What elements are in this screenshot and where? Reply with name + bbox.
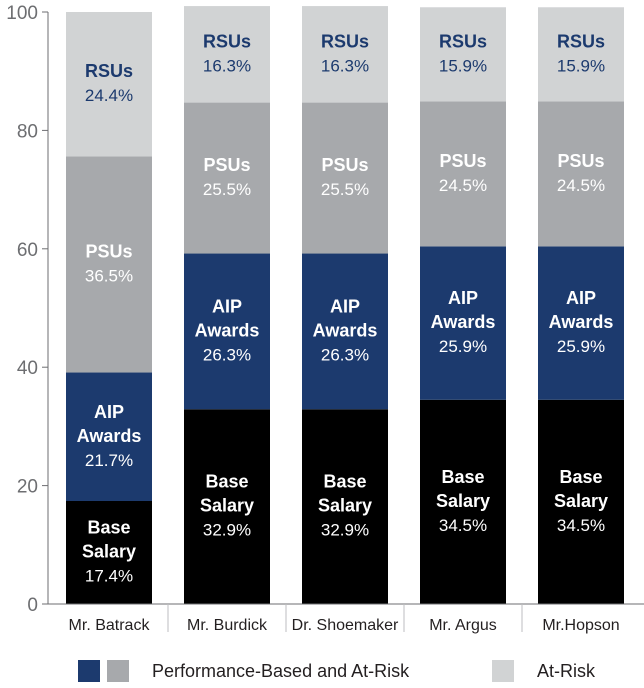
segment-value-label: 32.9% (321, 521, 369, 540)
segment-label: Base (205, 472, 248, 492)
segment-label: Awards (195, 320, 260, 340)
segment-label: RSUs (439, 31, 487, 51)
segment-value-label: 25.9% (439, 337, 487, 356)
segment-label: Salary (554, 491, 608, 511)
legend-label-at-risk: At-Risk (537, 660, 595, 681)
x-axis: Mr. Batrack Mr. Burdick Dr. Shoemaker Mr. A… (48, 603, 644, 634)
segment-label: RSUs (557, 31, 605, 51)
x-tick-label: Mr. Argus (429, 617, 497, 634)
bar-segment-psus (184, 102, 270, 254)
segment-label: Awards (313, 320, 378, 340)
segment-value-label: 17.4% (85, 566, 133, 585)
bar-segment-rsus (184, 6, 270, 103)
segment-label: AIP (330, 296, 360, 316)
segment-label: Base (323, 472, 366, 492)
bar-segment-aip-awards (302, 253, 388, 410)
segment-value-label: 25.5% (203, 180, 251, 199)
bar-segment-aip-awards (538, 246, 624, 400)
segment-label: Salary (200, 496, 254, 516)
y-tick-label: 40 (17, 358, 38, 379)
segment-value-label: 32.9% (203, 521, 251, 540)
segment-label: RSUs (85, 61, 133, 81)
segment-label: RSUs (321, 31, 369, 51)
y-tick-label: 0 (27, 595, 38, 616)
bar-segment-base-salary (420, 399, 506, 604)
segment-label: Awards (431, 312, 496, 332)
segment-value-label: 21.7% (85, 451, 133, 470)
legend-swatch-rsu (492, 660, 514, 682)
legend-item-performance-based: Performance-Based and At-Risk (78, 660, 409, 682)
stacked-bar-chart: 0 20 40 60 80 100 Base Salary 17.4% AIP Awards 21.… (6, 3, 644, 634)
segment-label: Salary (82, 541, 136, 561)
legend-label-performance-based: Performance-Based and At-Risk (152, 660, 410, 681)
segment-label: Salary (436, 491, 490, 511)
segment-value-label: 26.3% (203, 345, 251, 364)
bar-segment-aip-awards (66, 372, 152, 501)
segment-value-label: 34.5% (557, 516, 605, 535)
bar-segment-base-salary (302, 409, 388, 604)
bars: Base Salary 17.4% AIP Awards 21.7% PSUs 36.5% RS… (66, 6, 624, 604)
segment-label: AIP (212, 296, 242, 316)
segment-label: PSUs (85, 241, 132, 261)
legend-swatch-aip (78, 660, 100, 682)
bar-segment-base-salary (538, 399, 624, 604)
segment-label: AIP (94, 402, 124, 422)
y-tick-label: 20 (17, 477, 38, 498)
x-tick-label: Mr. Burdick (187, 617, 268, 634)
bar-segment-aip-awards (184, 253, 270, 410)
segment-label: PSUs (557, 151, 604, 171)
segment-label: Base (441, 467, 484, 487)
segment-value-label: 15.9% (557, 56, 605, 75)
segment-value-label: 24.5% (557, 176, 605, 195)
bar-segment-base-salary (184, 409, 270, 604)
segment-value-label: 15.9% (439, 56, 487, 75)
y-axis: 0 20 40 60 80 100 (6, 3, 49, 616)
legend-swatch-psu (107, 660, 129, 682)
segment-label: Salary (318, 496, 372, 516)
bar-segment-psus (66, 156, 152, 373)
bar-segment-rsus (538, 7, 624, 102)
segment-value-label: 16.3% (321, 56, 369, 75)
x-tick-label: Mr. Batrack (69, 617, 151, 634)
bar-segment-rsus (66, 12, 152, 157)
bar-segment-psus (302, 102, 388, 254)
segment-value-label: 26.3% (321, 345, 369, 364)
segment-label: PSUs (203, 155, 250, 175)
segment-label: AIP (448, 288, 478, 308)
bar-segment-base-salary (66, 500, 152, 604)
bar-segment-psus (538, 101, 624, 247)
segment-label: Awards (549, 312, 614, 332)
y-tick-label: 100 (6, 3, 38, 24)
bar-segment-rsus (420, 7, 506, 102)
segment-label: Awards (77, 426, 142, 446)
y-tick-label: 60 (17, 240, 38, 261)
segment-value-label: 25.9% (557, 337, 605, 356)
segment-label: Base (87, 517, 130, 537)
segment-label: PSUs (439, 151, 486, 171)
segment-value-label: 16.3% (203, 56, 251, 75)
legend: Performance-Based and At-Risk At-Risk (0, 652, 644, 688)
bar-segment-psus (420, 101, 506, 247)
segment-value-label: 36.5% (85, 266, 133, 285)
segment-label: AIP (566, 288, 596, 308)
segment-value-label: 24.5% (439, 176, 487, 195)
segment-value-label: 24.4% (85, 86, 133, 105)
y-tick-label: 80 (17, 121, 38, 142)
bar-segment-aip-awards (420, 246, 506, 400)
x-tick-label: Mr.Hopson (542, 617, 619, 634)
segment-value-label: 34.5% (439, 516, 487, 535)
segment-label: PSUs (321, 155, 368, 175)
bar-segment-rsus (302, 6, 388, 103)
segment-value-label: 25.5% (321, 180, 369, 199)
segment-label: RSUs (203, 31, 251, 51)
x-tick-label: Dr. Shoemaker (292, 617, 399, 634)
segment-label: Base (559, 467, 602, 487)
legend-item-at-risk: At-Risk (492, 660, 595, 682)
